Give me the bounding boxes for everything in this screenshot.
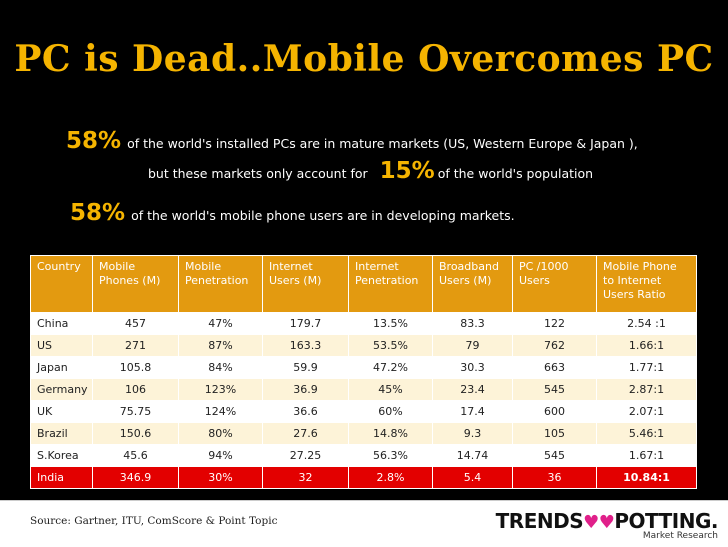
table-cell: 106 xyxy=(92,378,179,401)
header-mobile-phones: Mobile Phones (M) xyxy=(92,255,179,313)
table-row: China 457 47% 179.7 13.5% 83.3 122 2.54 :1 xyxy=(30,312,697,335)
trendspotting-logo: TRENDS♥♥POTTING. Market Research xyxy=(495,509,719,541)
table-cell: 600 xyxy=(512,400,597,423)
table-cell: 75.75 xyxy=(92,400,179,423)
table-cell: 346.9 xyxy=(92,466,179,489)
table-cell: Japan xyxy=(30,356,93,379)
table-cell: 79 xyxy=(432,334,513,357)
table-cell: 1.66:1 xyxy=(596,334,697,357)
table-cell: 87% xyxy=(178,334,263,357)
table-cell: 84% xyxy=(178,356,263,379)
heart-icon: ♥♥ xyxy=(583,512,615,533)
table-cell: India xyxy=(30,466,93,489)
table-cell: 163.3 xyxy=(262,334,349,357)
table-row: UK 75.75 124% 36.6 60% 17.4 600 2.07:1 xyxy=(30,400,697,423)
table-cell: 45% xyxy=(348,378,433,401)
table-cell: 13.5% xyxy=(348,312,433,335)
table-cell: 1.67:1 xyxy=(596,444,697,467)
stat-text: but these markets only account for xyxy=(148,166,368,181)
header-internet-users: Internet Users (M) xyxy=(262,255,349,313)
table-cell: 14.74 xyxy=(432,444,513,467)
table-cell: 179.7 xyxy=(262,312,349,335)
header-pc-per-1000: PC /1000 Users xyxy=(512,255,597,313)
stat-percent: 15% xyxy=(379,158,435,184)
table-cell: 30.3 xyxy=(432,356,513,379)
table-cell: 105 xyxy=(512,422,597,445)
table-cell: 271 xyxy=(92,334,179,357)
table-cell: 5.46:1 xyxy=(596,422,697,445)
table-cell: 14.8% xyxy=(348,422,433,445)
table-cell: 83.3 xyxy=(432,312,513,335)
table-row: India 346.9 30% 32 2.8% 5.4 36 10.84:1 xyxy=(30,466,697,489)
table-cell: Germany xyxy=(30,378,93,401)
table-row: S.Korea 45.6 94% 27.25 56.3% 14.74 545 1.67:1 xyxy=(30,444,697,467)
table-cell: 59.9 xyxy=(262,356,349,379)
table-row: Germany 106 123% 36.9 45% 23.4 545 2.87:1 xyxy=(30,378,697,401)
table-row: Brazil 150.6 80% 27.6 14.8% 9.3 105 5.46:1 xyxy=(30,422,697,445)
table-cell: 23.4 xyxy=(432,378,513,401)
table-cell: 80% xyxy=(178,422,263,445)
table-cell: 2.8% xyxy=(348,466,433,489)
table-cell: 457 xyxy=(92,312,179,335)
stat-text: of the world's installed PCs are in matu… xyxy=(127,136,638,151)
table-cell: 2.07:1 xyxy=(596,400,697,423)
table-cell: 17.4 xyxy=(432,400,513,423)
table-cell: 123% xyxy=(178,378,263,401)
header-mobile-internet-ratio: Mobile Phone to Internet Users Ratio xyxy=(596,255,697,313)
table-cell: 762 xyxy=(512,334,597,357)
table-cell: 9.3 xyxy=(432,422,513,445)
table-cell: 60% xyxy=(348,400,433,423)
logo-tagline: Market Research xyxy=(642,531,718,541)
country-data-table: Country Mobile Phones (M) Mobile Penetra… xyxy=(30,255,697,489)
source-citation: Source: Gartner, ITU, ComScore & Point T… xyxy=(30,515,278,527)
table-cell: 36 xyxy=(512,466,597,489)
table-cell: 27.6 xyxy=(262,422,349,445)
header-country: Country xyxy=(30,255,93,313)
table-cell: 56.3% xyxy=(348,444,433,467)
table-cell: 150.6 xyxy=(92,422,179,445)
table-cell: 124% xyxy=(178,400,263,423)
table-cell: 30% xyxy=(178,466,263,489)
stat-pc-mature-markets: 58% of the world's installed PCs are in m… xyxy=(66,128,638,154)
table-cell: 545 xyxy=(512,378,597,401)
table-cell: 105.8 xyxy=(92,356,179,379)
table-cell: 545 xyxy=(512,444,597,467)
stat-percent: 58% xyxy=(70,200,126,226)
table-header-row: Country Mobile Phones (M) Mobile Penetra… xyxy=(30,255,697,313)
table-cell: 10.84:1 xyxy=(596,466,697,489)
header-mobile-penetration: Mobile Penetration xyxy=(178,255,263,313)
table-cell: 27.25 xyxy=(262,444,349,467)
table-cell: 36.9 xyxy=(262,378,349,401)
stat-population-share: but these markets only account for 15% of… xyxy=(148,158,593,184)
table-cell: Brazil xyxy=(30,422,93,445)
table-cell: 1.77:1 xyxy=(596,356,697,379)
table-cell: US xyxy=(30,334,93,357)
table-row: Japan 105.8 84% 59.9 47.2% 30.3 663 1.77:1 xyxy=(30,356,697,379)
slide-title: PC is Dead..Mobile Overcomes PC xyxy=(14,38,714,80)
table-cell: 47% xyxy=(178,312,263,335)
table-cell: 663 xyxy=(512,356,597,379)
table-row: US 271 87% 163.3 53.5% 79 762 1.66:1 xyxy=(30,334,697,357)
table-cell: 32 xyxy=(262,466,349,489)
table-cell: 53.5% xyxy=(348,334,433,357)
table-cell: 122 xyxy=(512,312,597,335)
table-body: China 457 47% 179.7 13.5% 83.3 122 2.54 :1 US 271… xyxy=(30,312,697,489)
table-cell: 94% xyxy=(178,444,263,467)
stat-text: of the world's mobile phone users are in… xyxy=(131,208,515,223)
table-cell: 2.87:1 xyxy=(596,378,697,401)
stat-text-suffix: of the world's population xyxy=(437,166,594,181)
table-cell: China xyxy=(30,312,93,335)
table-cell: 5.4 xyxy=(432,466,513,489)
header-broadband-users: Broadband Users (M) xyxy=(432,255,513,313)
table-cell: 47.2% xyxy=(348,356,433,379)
table-cell: UK xyxy=(30,400,93,423)
table-cell: 45.6 xyxy=(92,444,179,467)
stat-percent: 58% xyxy=(66,128,122,154)
table-cell: 36.6 xyxy=(262,400,349,423)
header-internet-penetration: Internet Penetration xyxy=(348,255,433,313)
stat-mobile-developing: 58% of the world's mobile phone users are… xyxy=(70,200,515,226)
table-cell: S.Korea xyxy=(30,444,93,467)
table-cell: 2.54 :1 xyxy=(596,312,697,335)
footer-bar: Source: Gartner, ITU, ComScore & Point T… xyxy=(0,500,728,547)
